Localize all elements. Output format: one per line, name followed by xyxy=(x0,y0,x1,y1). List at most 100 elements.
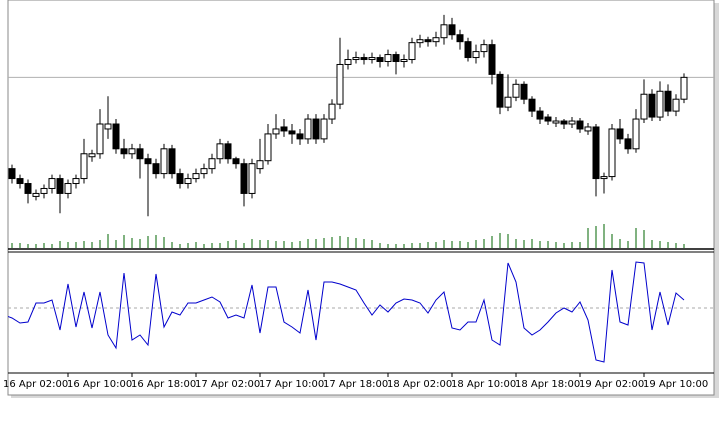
candle-body xyxy=(352,57,360,61)
x-tick-label: 16 Apr 18:00 xyxy=(131,379,196,390)
candle-body xyxy=(408,42,416,61)
candle-body xyxy=(496,73,504,108)
candle-body xyxy=(472,51,480,59)
candle-body xyxy=(8,168,16,180)
candle-body xyxy=(288,130,296,135)
candle-body xyxy=(648,93,656,118)
candle-body xyxy=(424,39,432,43)
candle-body xyxy=(200,168,208,175)
candle-body xyxy=(296,133,304,140)
candle-body xyxy=(448,24,456,36)
x-tick-label: 19 Apr 10:00 xyxy=(643,379,708,390)
candle-body xyxy=(80,153,88,180)
candle-body xyxy=(112,123,120,150)
x-tick-label: 19 Apr 02:00 xyxy=(579,379,644,390)
candle-body xyxy=(528,98,536,112)
candle-body xyxy=(640,93,648,120)
candle-body xyxy=(248,163,256,194)
candle-body xyxy=(1,164,7,169)
candle-body xyxy=(48,178,56,189)
candle-body xyxy=(416,39,424,44)
candle-body xyxy=(152,163,160,175)
oscillator-line xyxy=(8,261,685,363)
candle-body xyxy=(128,148,136,155)
x-tick-label: 17 Apr 18:00 xyxy=(323,379,388,390)
x-tick-label: 16 Apr 10:00 xyxy=(67,379,132,390)
candle-body xyxy=(520,83,528,100)
candle-body xyxy=(616,128,624,140)
candle-body xyxy=(144,158,152,165)
candle-body xyxy=(376,57,384,63)
candle-body xyxy=(120,148,128,155)
candle-body xyxy=(32,192,40,197)
candle-body xyxy=(104,123,112,130)
plot-area xyxy=(1,14,714,377)
candle-body xyxy=(608,128,616,178)
candle-body xyxy=(208,158,216,170)
candle-body xyxy=(328,103,336,120)
candle-body xyxy=(192,173,200,180)
candle-body xyxy=(88,153,96,158)
candle-body xyxy=(264,133,272,162)
candle-body xyxy=(480,44,488,53)
candle-body xyxy=(624,138,632,150)
candle-body xyxy=(584,126,592,132)
candle-body xyxy=(72,178,80,185)
candle-body xyxy=(24,183,32,194)
candle-body xyxy=(304,118,312,140)
candle-body xyxy=(536,110,544,120)
candle-body xyxy=(272,128,280,135)
candle-body xyxy=(568,120,576,125)
candle-body xyxy=(64,183,72,194)
candle-body xyxy=(360,57,368,61)
candle-body xyxy=(400,59,408,63)
candle-body xyxy=(392,54,400,63)
candle-body xyxy=(592,126,600,180)
candle-body xyxy=(456,34,464,43)
candle-body xyxy=(672,98,680,112)
candle-body xyxy=(56,178,64,194)
candle-body xyxy=(136,148,144,160)
candle-body xyxy=(240,163,248,194)
candle-body xyxy=(384,54,392,63)
candle-body xyxy=(312,118,320,140)
candle-body xyxy=(216,143,224,160)
x-tick-label: 18 Apr 18:00 xyxy=(515,379,580,390)
candle-body xyxy=(632,118,640,150)
candle-body xyxy=(368,57,376,61)
candle-body xyxy=(232,158,240,165)
x-tick-label: 18 Apr 10:00 xyxy=(451,379,516,390)
candle-body xyxy=(680,76,688,100)
candle-body xyxy=(656,90,664,118)
candle-body xyxy=(160,148,168,175)
candle-body xyxy=(184,178,192,185)
candle-body xyxy=(544,116,552,122)
candle-body xyxy=(224,143,232,160)
x-tick-label: 17 Apr 10:00 xyxy=(259,379,324,390)
candle-body xyxy=(344,59,352,65)
candle-body xyxy=(600,176,608,180)
candle-body xyxy=(512,83,520,98)
candle-body xyxy=(96,123,104,155)
candle-body xyxy=(336,63,344,105)
frame xyxy=(7,0,715,396)
candle-body xyxy=(488,44,496,75)
candle-body xyxy=(440,24,448,39)
candle-body xyxy=(256,160,264,170)
candle-body xyxy=(504,96,512,108)
candle-body xyxy=(320,118,328,140)
candle-body xyxy=(168,148,176,175)
candle-body xyxy=(16,178,24,185)
candle-body xyxy=(560,120,568,125)
x-tick-label: 16 Apr 02:00 xyxy=(3,379,68,390)
x-tick-label: 17 Apr 02:00 xyxy=(195,379,260,390)
candle-body xyxy=(176,173,184,185)
candle-body xyxy=(576,120,584,130)
candle-body xyxy=(432,37,440,43)
candle-body xyxy=(40,187,48,194)
candle-body xyxy=(280,126,288,132)
x-tick-label: 18 Apr 02:00 xyxy=(387,379,452,390)
candle-body xyxy=(552,120,560,124)
